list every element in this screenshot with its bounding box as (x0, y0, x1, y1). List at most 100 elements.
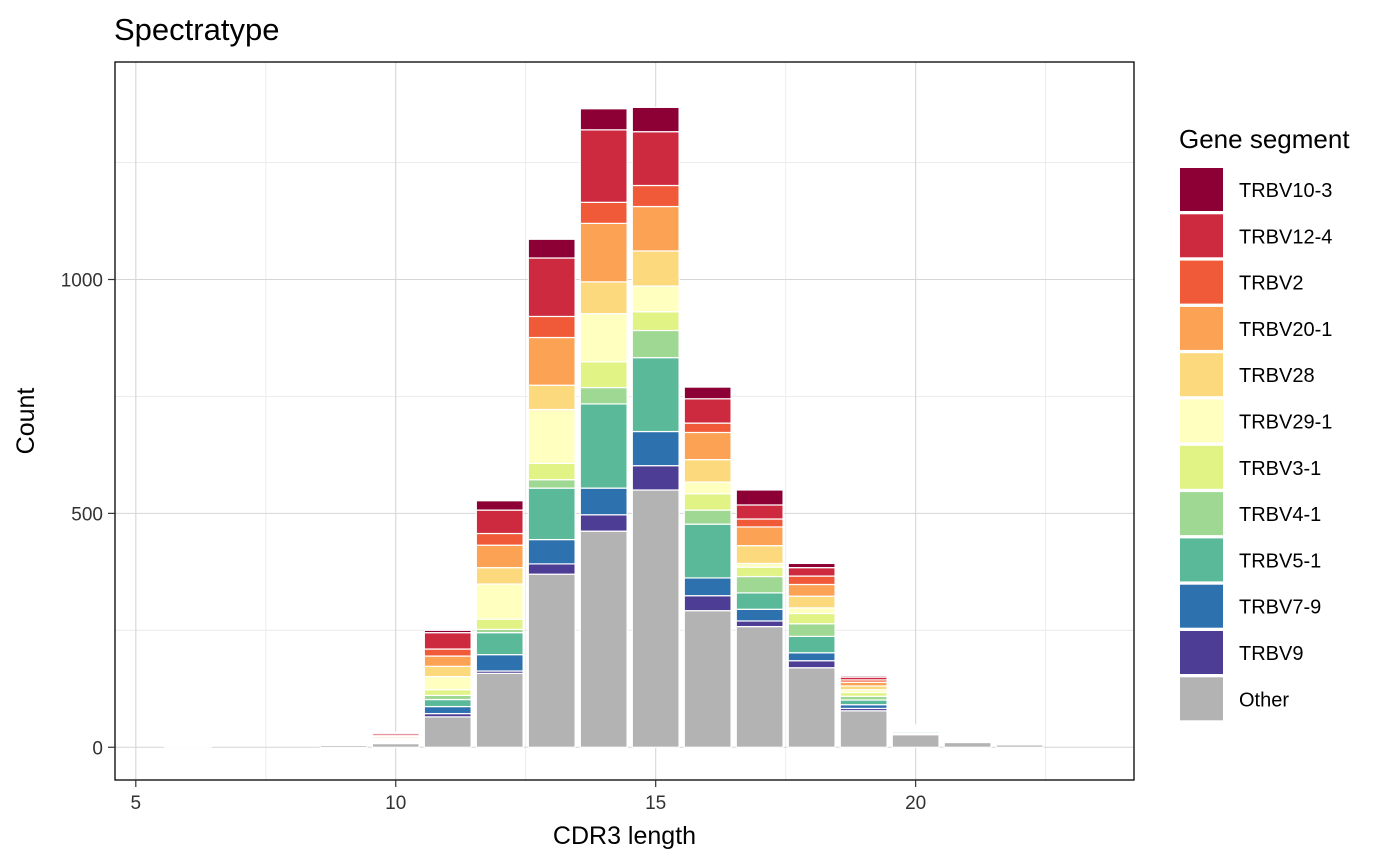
bar-segment (527, 336, 576, 386)
bar-segment (631, 430, 680, 467)
bar-segment (527, 462, 576, 481)
legend-label: TRBV20-1 (1239, 319, 1332, 341)
bar-segment (787, 623, 836, 638)
bar-segment (839, 699, 888, 706)
chart-title: Spectratype (114, 12, 279, 47)
bar-segment (423, 698, 472, 708)
legend-label: TRBV9 (1239, 643, 1303, 665)
legend-swatch (1180, 677, 1223, 721)
legend-label: TRBV12-4 (1239, 226, 1332, 248)
bar-segment (683, 523, 732, 579)
y-axis: 0 500 1000 (61, 271, 115, 759)
x-tick-label: 15 (645, 793, 666, 814)
legend-label: TRBV29-1 (1239, 412, 1332, 434)
bar-segment (735, 526, 784, 547)
bar-segment (423, 676, 472, 691)
legend-swatch (1180, 353, 1223, 397)
panel-border (114, 61, 1135, 781)
bar-segment (891, 734, 940, 748)
bar-segment (527, 479, 576, 489)
bar-segment (579, 361, 628, 389)
bar-segment (735, 575, 784, 594)
legend-swatch (1180, 399, 1223, 443)
bar-segment (579, 514, 628, 532)
bar-segment (683, 422, 732, 434)
bar-segment (631, 311, 680, 332)
legend-label: TRBV10-3 (1239, 180, 1332, 202)
bar-segment (683, 493, 732, 511)
bar-segment (579, 281, 628, 315)
bar-segment (163, 745, 212, 748)
bar-segment (683, 431, 732, 461)
x-tick-label: 5 (131, 793, 142, 814)
bar-segment (423, 655, 472, 667)
bar-segment (891, 724, 940, 727)
bar-segment (475, 654, 524, 672)
legend-swatch (1180, 538, 1223, 582)
legend-label: TRBV28 (1239, 365, 1315, 387)
legend-items: TRBV10-3 TRBV12-4 TRBV2 TRBV20-1 TRBV28 TRBV2… (1180, 168, 1332, 721)
bar-segment (423, 694, 472, 701)
bar-segment (839, 675, 888, 678)
bar-segment (683, 481, 732, 495)
bar-segment (475, 583, 524, 620)
bar-segment (527, 408, 576, 464)
legend-swatch (1180, 260, 1223, 304)
x-axis: 5 10 15 20 (131, 780, 926, 814)
bar-segment (787, 575, 836, 586)
bar-segment (527, 573, 576, 748)
bar-segment (631, 184, 680, 208)
bar-segment (475, 532, 524, 546)
bar-segment (787, 652, 836, 662)
bar-segment (579, 313, 628, 363)
bar-segment (475, 567, 524, 585)
legend-label: TRBV5-1 (1239, 550, 1321, 572)
legend-swatch (1180, 492, 1223, 536)
bar-segment (631, 489, 680, 748)
legend-label: Other (1239, 689, 1289, 711)
bar-segment (475, 500, 524, 511)
legend-label: TRBV7-9 (1239, 597, 1321, 619)
bar-segment (735, 566, 784, 578)
bar-segment (631, 205, 680, 252)
bar-segment (579, 201, 628, 224)
bar-segment (475, 618, 524, 630)
bar-segment (787, 583, 836, 597)
bar-segment (683, 509, 732, 525)
bar-segment (735, 592, 784, 610)
bar-segment (527, 315, 576, 339)
bar-segment (527, 563, 576, 575)
legend-label: TRBV2 (1239, 273, 1303, 295)
bar-segment (631, 465, 680, 491)
bar-segment (579, 403, 628, 489)
x-tick-label: 10 (385, 793, 406, 814)
bar-segment (423, 705, 472, 715)
y-tick-label: 500 (71, 504, 103, 525)
bar-segment (475, 672, 524, 748)
y-axis-title: Count (12, 388, 40, 455)
bar-segment (683, 458, 732, 483)
legend-label: TRBV3-1 (1239, 458, 1321, 480)
bar-segment (631, 285, 680, 313)
bar-segment (423, 632, 472, 650)
bar-segment (787, 595, 836, 609)
bar-segment (683, 610, 732, 748)
bar-segment (735, 504, 784, 520)
bar-segment (735, 625, 784, 748)
bar-segment (735, 620, 784, 628)
x-tick-label: 20 (905, 793, 926, 814)
legend-label: TRBV4-1 (1239, 504, 1321, 526)
x-axis-title: CDR3 length (553, 822, 696, 850)
bar-segment (631, 329, 680, 359)
y-tick-label: 1000 (61, 271, 103, 292)
bar-segment (787, 567, 836, 577)
bar-segment (787, 612, 836, 625)
legend-swatch (1180, 306, 1223, 350)
bar-segment (579, 222, 628, 283)
bar-segment (475, 544, 524, 569)
bar-segment (735, 545, 784, 565)
legend-swatch (1180, 168, 1223, 211)
bar-segment (735, 489, 784, 506)
bar-segment (631, 131, 680, 187)
